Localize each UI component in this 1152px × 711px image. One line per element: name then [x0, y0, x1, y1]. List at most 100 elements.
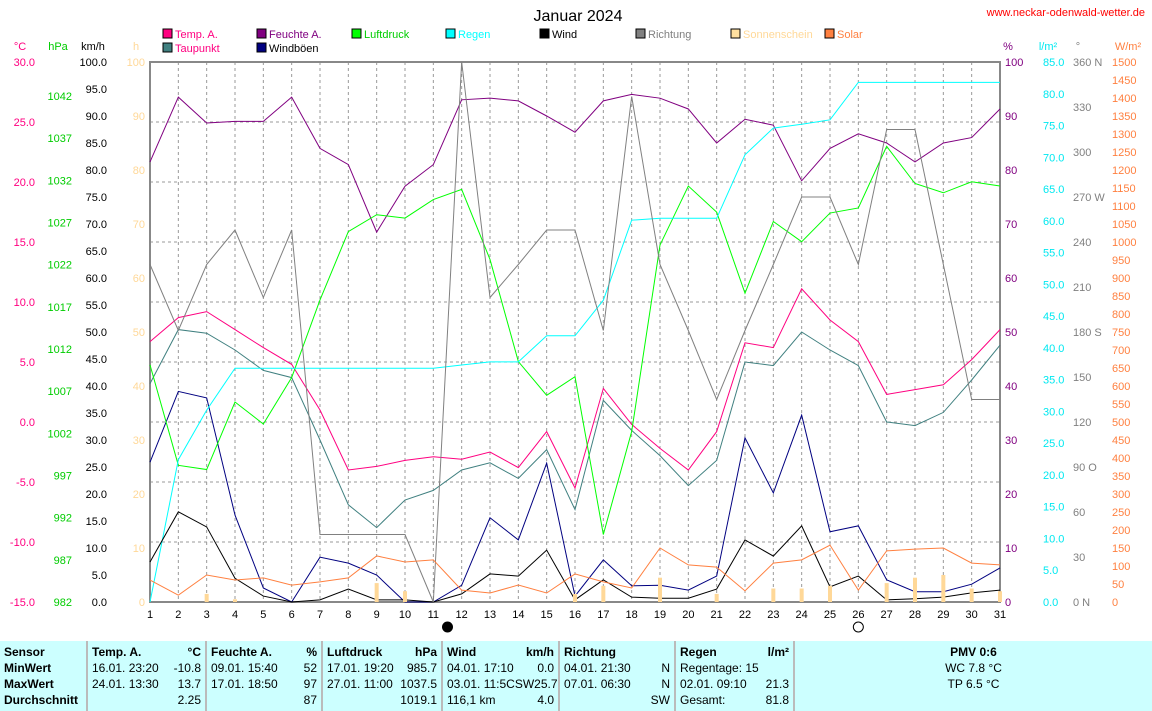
- y-tick-label-direction: 90 O: [1073, 462, 1097, 474]
- x-tick-label: 12: [456, 609, 468, 621]
- col-temp: Temp. A. °C 16.01. 23:20 -10.8 24.01. 13:30 1…: [88, 641, 207, 711]
- header: Richtung: [564, 645, 616, 659]
- legend-swatch: [539, 28, 550, 39]
- legend-label: Sonnenschein: [743, 29, 813, 41]
- cell-value: 985.7: [406, 661, 437, 675]
- y-tick-label-solar: 800: [1112, 309, 1130, 321]
- legend-swatch: [256, 28, 267, 39]
- cell-time: 24.01. 13:30: [92, 677, 159, 691]
- y-tick-label-humidity: 90: [1005, 111, 1017, 123]
- y-tick-label-pressure: 1022: [48, 260, 72, 272]
- y-tick-label-temp: 15.0: [14, 237, 35, 249]
- legend-swatch: [824, 28, 835, 39]
- axis-unit-sun: h: [133, 41, 139, 53]
- series-line-4: [149, 145, 1001, 535]
- series-line-8: [149, 544, 1001, 596]
- y-tick-label-rain: 35.0: [1043, 375, 1064, 387]
- y-tick-label-humidity: 70: [1005, 219, 1017, 231]
- cell-time: 04.01. 21:30: [564, 661, 631, 675]
- sunshine-bar: [714, 593, 719, 602]
- series-line-7: [149, 61, 1000, 603]
- sunshine-bar: [941, 575, 946, 602]
- y-tick-label-pressure: 982: [54, 597, 72, 609]
- x-tick-label: 22: [739, 609, 751, 621]
- legend-label: Regen: [458, 29, 490, 41]
- cell-value: 13.7: [177, 677, 201, 691]
- y-tick-label-solar: 250: [1112, 507, 1130, 519]
- y-tick-label-rain: 40.0: [1043, 343, 1064, 355]
- col-pmv: PMV 0:6 WC 7.8 °C TP 6.5 °C: [795, 641, 1152, 711]
- y-tick-label-wind: 10.0: [86, 543, 107, 555]
- legend-label: Temp. A.: [175, 29, 218, 41]
- y-tick-label-solar: 1450: [1112, 75, 1136, 87]
- y-tick-label-pressure: 1027: [48, 218, 72, 230]
- y-tick-label-temp: 20.0: [14, 177, 35, 189]
- y-tick-label-pressure: 987: [54, 555, 72, 567]
- y-tick-label-sun: 40: [133, 381, 145, 393]
- y-tick-label-wind: 65.0: [86, 246, 107, 258]
- y-tick-label-solar: 0: [1112, 597, 1118, 609]
- y-tick-label-direction: 120: [1073, 417, 1091, 429]
- unit: hPa: [414, 645, 437, 659]
- weather-chart: Januar 2024 www.neckar-odenwald-wetter.de…: [10, 7, 1145, 633]
- legend-label: Luftdruck: [364, 29, 410, 41]
- y-tick-label-sun: 100: [127, 57, 145, 69]
- cell-time: 03.01. 11:5CSW: [447, 677, 535, 691]
- y-tick-label-rain: 75.0: [1043, 121, 1064, 133]
- sunshine-bar: [403, 591, 407, 602]
- y-tick-label-direction: 270 W: [1073, 192, 1105, 204]
- y-tick-label-wind: 50.0: [86, 327, 107, 339]
- y-tick-label-sun: 80: [133, 165, 145, 177]
- header: Feuchte A.: [211, 645, 272, 659]
- chart-title: Januar 2024: [534, 8, 623, 25]
- y-tick-label-solar: 300: [1112, 489, 1130, 501]
- cell-value: 25.7: [534, 677, 558, 691]
- y-tick-label-sun: 10: [133, 543, 145, 555]
- y-tick-label-solar: 500: [1112, 417, 1130, 429]
- header: Luftdruck: [327, 645, 383, 659]
- y-tick-label-solar: 450: [1112, 435, 1130, 447]
- x-tick-label: 15: [541, 609, 553, 621]
- y-tick-label-rain: 5.0: [1043, 565, 1058, 577]
- x-tick-label: 29: [937, 609, 949, 621]
- series-line-2: [149, 93, 1001, 234]
- col-humidity: Feuchte A.% 09.01. 15:40 52 17.01. 18:50 97 8…: [207, 641, 323, 711]
- y-tick-label-humidity: 30: [1005, 435, 1017, 447]
- y-tick-label-rain: 30.0: [1043, 406, 1064, 418]
- y-tick-label-pressure: 1032: [48, 175, 72, 187]
- pmv-header: PMV 0:6: [950, 645, 997, 659]
- y-tick-label-solar: 150: [1112, 543, 1130, 555]
- sunshine-bar: [233, 599, 237, 602]
- sunshine-bar: [658, 577, 662, 602]
- row-label: MinWert: [4, 661, 52, 675]
- axis-unit-solar: W/m²: [1115, 41, 1142, 53]
- sunshine-bar: [601, 585, 606, 602]
- y-tick-label-solar: 350: [1112, 471, 1130, 483]
- header: Temp. A.: [92, 645, 142, 659]
- y-tick-label-pressure: 1037: [48, 133, 72, 145]
- y-tick-label-sun: 90: [133, 111, 145, 123]
- y-tick-label-direction: 360 N: [1073, 57, 1102, 69]
- y-tick-label-rain: 70.0: [1043, 152, 1064, 164]
- y-tick-label-rain: 0.0: [1043, 597, 1058, 609]
- x-tick-label: 24: [796, 609, 808, 621]
- y-tick-label-sun: 0: [139, 597, 145, 609]
- legend-swatch: [351, 28, 362, 39]
- cell-value: SW: [650, 693, 670, 707]
- y-tick-label-direction: 150: [1073, 372, 1091, 384]
- y-tick-label-rain: 80.0: [1043, 89, 1064, 101]
- x-tick-label: 28: [909, 609, 921, 621]
- y-tick-label-wind: 80.0: [86, 165, 107, 177]
- y-tick-label-rain: 65.0: [1043, 184, 1064, 196]
- cell-value: 1019.1: [400, 693, 437, 707]
- sunshine-bar: [799, 588, 804, 602]
- axis-unit-rain: l/m²: [1039, 41, 1058, 53]
- y-tick-label-solar: 700: [1112, 345, 1130, 357]
- y-tick-label-pressure: 997: [54, 471, 72, 483]
- header: Sensor: [4, 645, 45, 659]
- x-tick-label: 16: [569, 609, 581, 621]
- y-tick-label-humidity: 50: [1005, 327, 1017, 339]
- y-tick-label-wind: 60.0: [86, 273, 107, 285]
- col-pressure: Luftdruck hPa 17.01. 19:20 985.7 27.01. 11:0…: [323, 641, 443, 711]
- y-tick-label-rain: 85.0: [1043, 57, 1064, 69]
